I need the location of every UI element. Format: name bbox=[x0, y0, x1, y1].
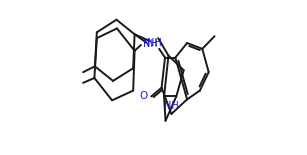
Text: NH: NH bbox=[164, 101, 179, 111]
Text: O: O bbox=[139, 91, 148, 101]
Text: NH: NH bbox=[143, 39, 158, 49]
Text: NH: NH bbox=[147, 38, 161, 48]
